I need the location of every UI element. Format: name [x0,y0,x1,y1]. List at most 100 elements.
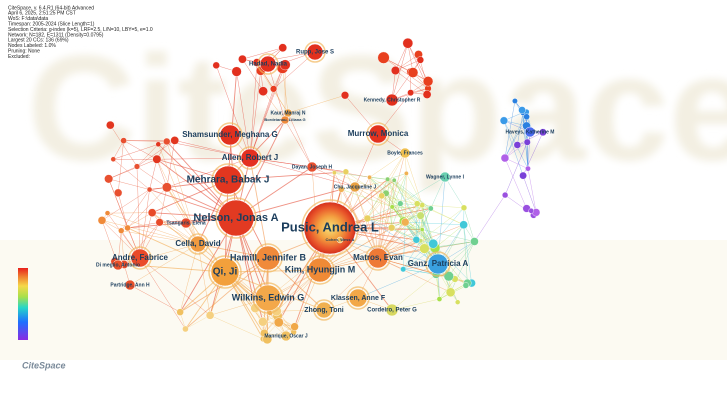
node [120,137,127,144]
node-label: Cohen, Wess A [326,237,355,242]
node [378,192,386,200]
node [217,199,255,237]
edge [522,175,537,213]
edge [149,189,199,245]
node-label: Dayan, Joseph H [292,164,333,170]
edge [391,274,437,311]
edge [383,57,429,82]
node [189,235,207,253]
edge [400,173,407,204]
node-label: Mehrara, Babak J [187,175,270,186]
edge [405,221,434,244]
node [524,126,536,138]
edge [367,179,388,219]
edge [236,71,251,159]
node [518,106,526,114]
node [412,236,421,244]
edge [448,241,475,277]
edge [123,140,167,142]
node [367,247,389,269]
node-label: Shamsunder, Meghana G [182,130,278,139]
node-ring [366,122,390,146]
edge [345,171,368,219]
node-label: Manrique, Oscar J [264,333,308,339]
node-label: Allen, Robert J [222,153,278,162]
node-ring [128,246,152,270]
node [397,200,404,207]
edge [149,159,158,190]
node [278,43,288,53]
edge [391,43,409,101]
node [336,236,344,244]
edge [391,227,425,249]
edge [166,187,226,273]
node [133,163,141,170]
edge [242,47,283,60]
logo: CiteSpace [22,360,66,370]
node [502,191,509,199]
node-ring [425,251,451,277]
edge [504,157,529,169]
edge [166,157,251,188]
edge [156,159,199,245]
node [219,124,241,146]
node-label: Bordeianou, Liliana G [264,117,305,122]
node [363,214,372,223]
node [443,271,454,282]
node [500,153,510,163]
edge [504,157,527,209]
edge [503,120,524,176]
node [401,218,410,227]
node [270,85,278,93]
node [391,177,397,183]
edge [108,159,157,180]
node [385,176,391,182]
edge [405,173,407,223]
node-label: Wilkins, Edwin G [232,292,304,302]
edge [403,247,436,270]
node [459,220,468,230]
edge [341,189,393,208]
node [445,287,456,298]
edge [422,204,464,209]
edge [249,157,356,188]
edge [406,173,423,206]
edge [369,177,387,194]
edge [369,177,395,181]
node [402,37,414,49]
edge [369,177,379,259]
edge [354,186,393,208]
node [340,91,350,100]
node-label: Rupp, Jose S [296,50,334,56]
edge [113,159,150,190]
edge [504,100,516,159]
edge [369,177,404,222]
node [367,174,372,180]
node [399,147,411,159]
edge [394,180,421,216]
node [385,93,399,107]
node-label: Di meglio, Antonio [96,262,140,268]
node-ring [346,286,370,310]
node [523,113,530,120]
node-label: Cordeiro, Peter G [367,308,417,314]
header-line: April 6, 2025, 2:51:25 PM CST [8,11,76,17]
edge [420,215,434,244]
node [539,128,547,137]
edge [517,132,544,146]
edge [113,140,124,160]
edge [527,168,537,213]
header-line: CiteSpace, v. 6.4.R1 (64-bit) Advanced [8,5,94,11]
node [419,227,425,232]
node [528,208,534,214]
node-label: Kennedy, Christopher R [364,97,421,103]
edge [107,212,199,245]
node [455,299,461,305]
edge [166,140,175,188]
node [254,284,282,312]
node [258,86,268,96]
node [130,248,150,268]
node [163,137,171,146]
node [525,165,531,172]
node-ring [217,122,243,148]
